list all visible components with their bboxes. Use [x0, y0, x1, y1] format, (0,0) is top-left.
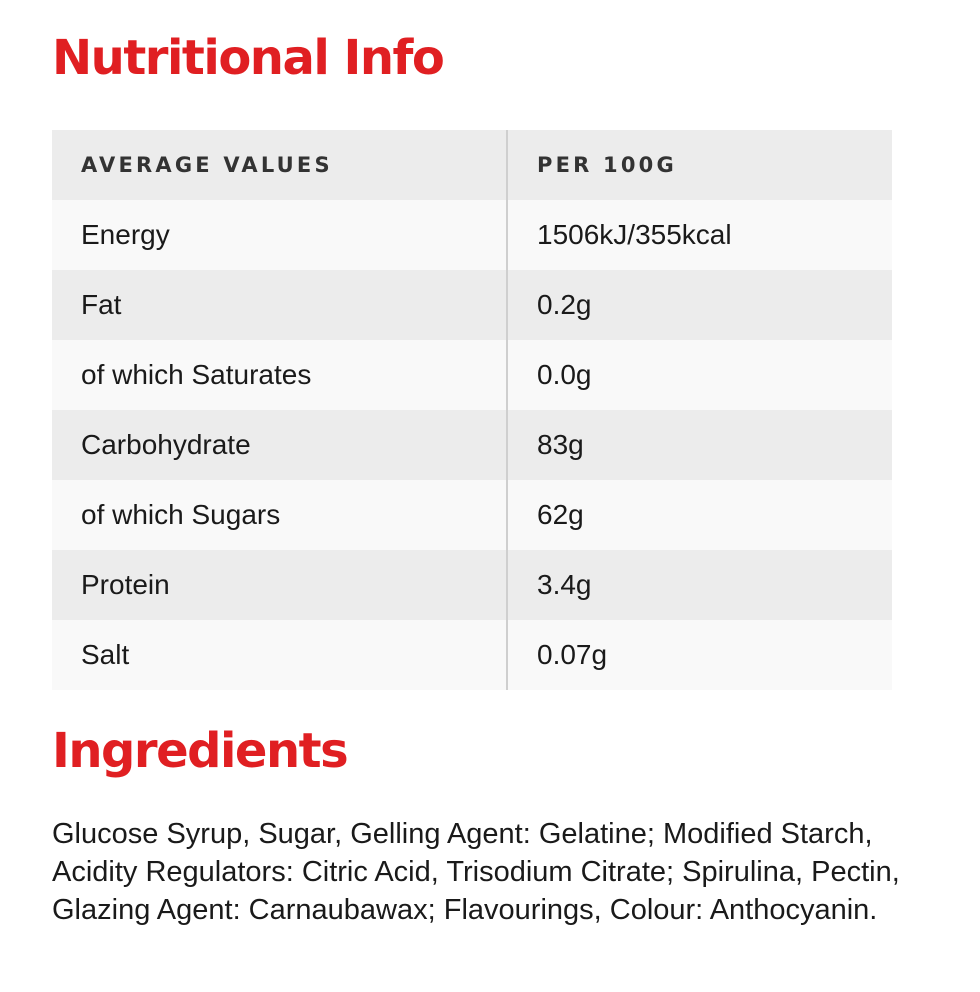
nutrient-value: 0.0g	[537, 359, 592, 390]
table-row: of which Sugars 62g	[52, 480, 892, 550]
table-header-row: AVERAGE VALUES PER 100G	[52, 130, 892, 200]
nutrient-label: Salt	[52, 620, 508, 690]
nutrient-label: of which Saturates	[52, 340, 508, 410]
table-row: Protein 3.4g	[52, 550, 892, 620]
column-header-per-100g: PER 100G	[537, 153, 677, 177]
nutrient-label: Carbohydrate	[52, 410, 508, 480]
ingredients-text: Glucose Syrup, Sugar, Gelling Agent: Gel…	[52, 818, 900, 926]
table-row: Salt 0.07g	[52, 620, 892, 690]
nutrient-value: 0.2g	[537, 289, 592, 320]
nutrition-table: AVERAGE VALUES PER 100G Energy 1506kJ/35…	[52, 130, 892, 690]
nutrient-value: 3.4g	[537, 569, 592, 600]
ingredients-heading: Ingredients	[52, 723, 349, 779]
nutrient-value: 62g	[537, 499, 584, 530]
nutrient-label: Protein	[52, 550, 508, 620]
table-row: Energy 1506kJ/355kcal	[52, 200, 892, 270]
nutrient-value: 83g	[537, 429, 584, 460]
table-row: Fat 0.2g	[52, 270, 892, 340]
table-row: of which Saturates 0.0g	[52, 340, 892, 410]
nutrient-value: 1506kJ/355kcal	[537, 219, 732, 250]
table-row: Carbohydrate 83g	[52, 410, 892, 480]
nutrient-value: 0.07g	[537, 639, 608, 670]
column-header-average-values: AVERAGE VALUES	[52, 130, 508, 200]
nutritional-info-heading: Nutritional Info	[52, 30, 445, 86]
nutrient-label: Energy	[52, 200, 508, 270]
nutrient-label: of which Sugars	[52, 480, 508, 550]
nutrient-label: Fat	[52, 270, 508, 340]
